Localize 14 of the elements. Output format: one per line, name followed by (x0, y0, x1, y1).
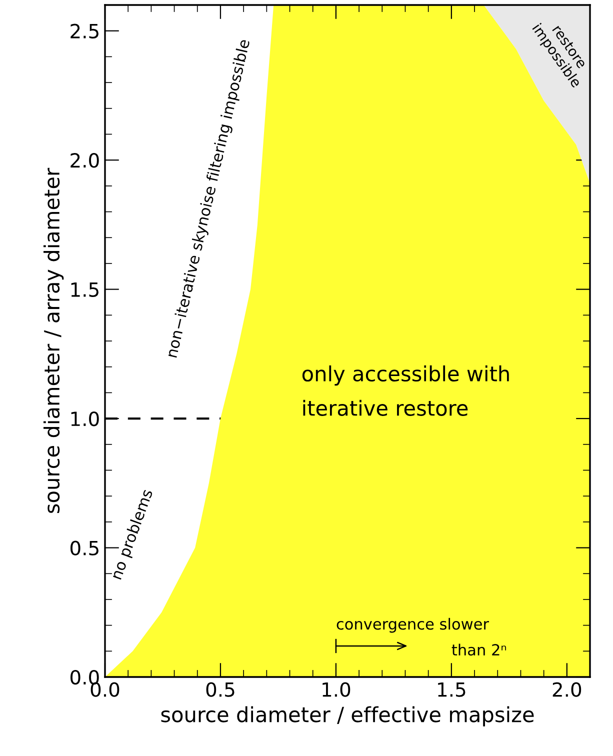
y-tick-label: 1.0 (71, 411, 99, 426)
x-tick-label: 1.5 (438, 682, 466, 697)
annotation: convergence slower (336, 618, 489, 633)
y-tick-label: 2.0 (70, 153, 99, 168)
y-axis-title: source diameter / array diameter (44, 168, 64, 513)
x-tick-label: 0.5 (206, 682, 234, 697)
x-tick-label: 1.0 (322, 682, 350, 697)
y-tick-label: 0.5 (70, 540, 98, 556)
x-axis-title: source diameter / effective mapsize (161, 706, 534, 726)
y-tick-label: 2.5 (70, 24, 98, 39)
x-tick-label: 2.0 (552, 682, 582, 697)
annotation: only accessible with iterative restore (302, 365, 509, 416)
y-tick-label: 1.5 (71, 282, 98, 297)
annotation: than 2ⁿ (452, 644, 506, 656)
